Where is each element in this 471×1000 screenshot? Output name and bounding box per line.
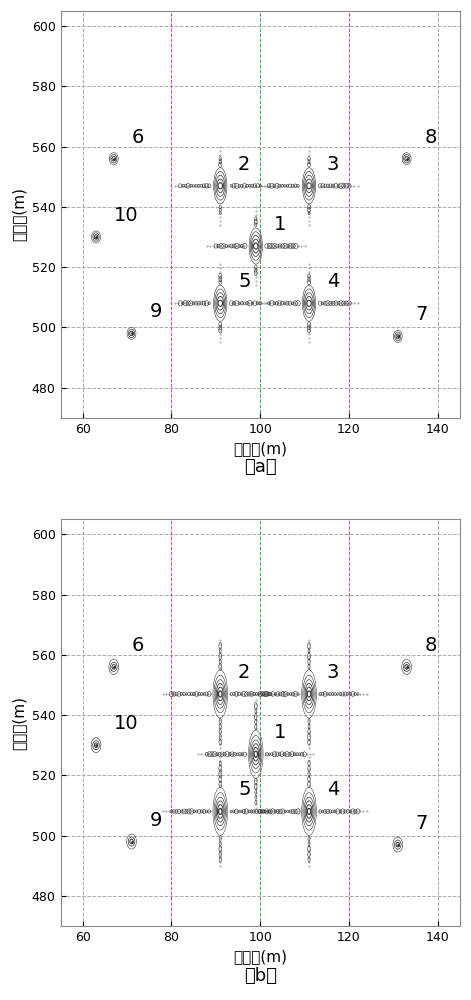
Text: 2: 2 — [238, 155, 251, 174]
X-axis label: 方位向(m): 方位向(m) — [233, 441, 287, 456]
Text: 1: 1 — [274, 723, 286, 742]
Text: 8: 8 — [424, 128, 437, 147]
Text: 6: 6 — [131, 128, 144, 147]
Text: 1: 1 — [274, 215, 286, 234]
Text: （b）: （b） — [244, 967, 276, 985]
Text: 7: 7 — [415, 305, 428, 324]
Text: 3: 3 — [327, 155, 339, 174]
Text: 5: 5 — [238, 780, 251, 799]
Text: 4: 4 — [327, 272, 339, 291]
Y-axis label: 距离向(m): 距离向(m) — [11, 187, 26, 241]
Text: 2: 2 — [238, 663, 251, 682]
Text: 10: 10 — [114, 714, 138, 733]
Text: 10: 10 — [114, 206, 138, 225]
Text: 9: 9 — [149, 811, 162, 830]
Y-axis label: 距离向(m): 距离向(m) — [11, 696, 26, 750]
Text: 9: 9 — [149, 302, 162, 321]
Text: 8: 8 — [424, 636, 437, 655]
X-axis label: 方位向(m): 方位向(m) — [233, 949, 287, 964]
Text: 4: 4 — [327, 780, 339, 799]
Text: 7: 7 — [415, 814, 428, 833]
Text: 5: 5 — [238, 272, 251, 291]
Text: （a）: （a） — [244, 458, 276, 476]
Text: 6: 6 — [131, 636, 144, 655]
Text: 3: 3 — [327, 663, 339, 682]
